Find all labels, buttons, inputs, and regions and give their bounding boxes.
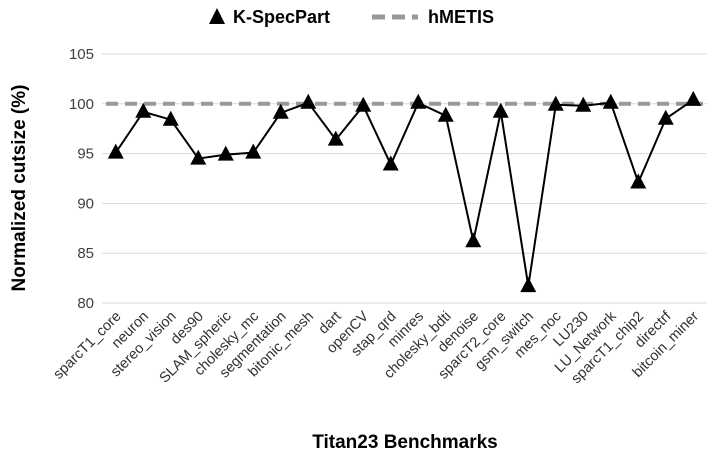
data-point-k-specpart-lu230 bbox=[575, 96, 592, 112]
data-point-k-specpart-denoise bbox=[465, 232, 482, 248]
data-point-k-specpart-sparct1-core bbox=[107, 143, 124, 159]
data-point-k-specpart-sparct1-chip2 bbox=[630, 173, 647, 189]
data-point-k-specpart-minres bbox=[410, 93, 427, 109]
y-tick-label-95: 95 bbox=[77, 146, 94, 163]
data-point-k-specpart-opencv bbox=[355, 96, 372, 112]
legend: K-SpecPart hMETIS bbox=[209, 7, 494, 27]
x-axis-title: Titan23 Benchmarks bbox=[312, 432, 498, 453]
y-tick-label-90: 90 bbox=[77, 195, 94, 212]
data-point-k-specpart-des90 bbox=[190, 149, 207, 165]
data-point-k-specpart-slam-spheric bbox=[217, 145, 234, 161]
y-tick-label-105: 105 bbox=[69, 46, 94, 63]
data-point-k-specpart-cholesky-mc bbox=[245, 143, 262, 159]
data-point-k-specpart-bitcoin-miner bbox=[685, 90, 702, 106]
legend-label-k-specpart: K-SpecPart bbox=[233, 7, 330, 27]
y-tick-label-100: 100 bbox=[69, 96, 94, 113]
data-point-k-specpart-stereo-vision bbox=[162, 110, 179, 126]
data-point-k-specpart-dart bbox=[327, 130, 344, 146]
y-axis-ticks: 80 85 90 95 100 105 bbox=[69, 46, 94, 312]
data-point-k-specpart-directrf bbox=[657, 109, 674, 125]
data-point-k-specpart-lu-network bbox=[602, 93, 619, 109]
x-axis-ticks: sparcT1_coreneuronstereo_visiondes90SLAM… bbox=[51, 308, 703, 387]
data-point-k-specpart-mes-noc bbox=[547, 95, 564, 111]
series-line-k-specpart bbox=[114, 98, 694, 287]
y-tick-label-80: 80 bbox=[77, 295, 94, 312]
data-point-k-specpart-sparct2-core bbox=[492, 102, 509, 118]
data-point-k-specpart-bitonic-mesh bbox=[300, 93, 317, 109]
legend-label-hmetis: hMETIS bbox=[428, 7, 494, 27]
legend-marker-k-specpart bbox=[209, 8, 225, 24]
y-axis-title: Normalized cutsize (%) bbox=[9, 85, 30, 292]
data-point-k-specpart-gsm-switch bbox=[520, 277, 537, 293]
data-point-k-specpart-neuron bbox=[135, 102, 152, 118]
series-layer bbox=[106, 90, 703, 293]
data-point-k-specpart-cholesky-bdti bbox=[437, 106, 454, 122]
y-tick-label-85: 85 bbox=[77, 245, 94, 262]
data-point-k-specpart-stap-qrd bbox=[382, 155, 399, 171]
data-point-k-specpart-segmentation bbox=[272, 103, 289, 119]
gridlines bbox=[102, 53, 707, 304]
